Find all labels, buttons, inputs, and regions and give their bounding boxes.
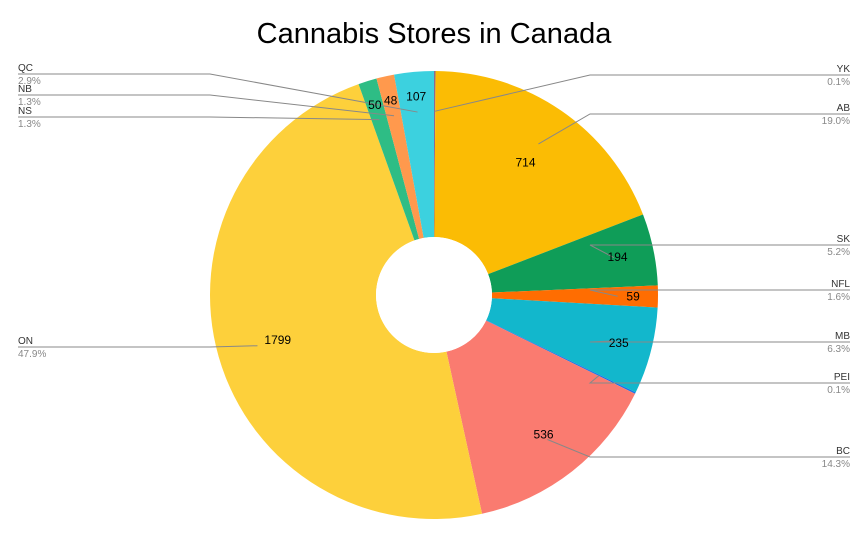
legend-name-mb: MB bbox=[835, 331, 850, 342]
legend-percent-yk: 0.1% bbox=[827, 77, 850, 88]
value-label-on: 1799 bbox=[264, 333, 291, 347]
value-label-mb: 235 bbox=[609, 336, 629, 350]
legend-name-nb: NB bbox=[18, 84, 32, 95]
slice-ns bbox=[358, 78, 420, 241]
legend-percent-sk: 5.2% bbox=[827, 247, 850, 258]
leader-on bbox=[18, 345, 258, 348]
legend-percent-bc: 14.3% bbox=[822, 459, 850, 470]
legend-name-bc: BC bbox=[836, 446, 850, 457]
leader-bc bbox=[547, 439, 850, 458]
legend-labels: YK 0.1% AB 19.0% SK 5.2% NFL 1.6% MB 6.3% PEI 0.1% B… bbox=[18, 63, 850, 470]
legend-percent-qc: 2.9% bbox=[18, 76, 41, 87]
legend-percent-ns: 1.3% bbox=[18, 119, 41, 130]
leader-qc bbox=[18, 73, 418, 113]
slice-value-labels: 714 194 59 235 536 1799 50 48 107 bbox=[264, 90, 640, 442]
leader-ns bbox=[18, 116, 380, 121]
leader-yk bbox=[434, 74, 850, 112]
value-label-nb: 48 bbox=[384, 94, 398, 108]
legend-percent-pei: 0.1% bbox=[827, 385, 850, 396]
leader-nb bbox=[18, 94, 395, 117]
legend-percent-ab: 19.0% bbox=[822, 116, 850, 127]
slice-nfl bbox=[491, 285, 658, 308]
legend-name-on: ON bbox=[18, 336, 33, 347]
legend-name-ab: AB bbox=[837, 103, 851, 114]
slice-ab bbox=[434, 71, 644, 275]
leader-lines bbox=[18, 73, 850, 458]
donut-hole bbox=[376, 237, 492, 353]
legend-percent-nfl: 1.6% bbox=[827, 292, 850, 303]
slice-qc bbox=[394, 71, 434, 238]
slice-sk bbox=[488, 214, 658, 293]
value-label-qc: 107 bbox=[406, 90, 426, 104]
legend-name-ns: NS bbox=[18, 106, 32, 117]
leader-pei bbox=[588, 375, 850, 384]
legend-name-yk: YK bbox=[837, 64, 851, 75]
value-label-ab: 714 bbox=[515, 156, 535, 170]
slice-pei bbox=[486, 320, 636, 394]
leader-sk bbox=[589, 244, 850, 259]
value-label-sk: 194 bbox=[608, 250, 628, 264]
slice-mb bbox=[486, 298, 658, 393]
value-label-nfl: 59 bbox=[626, 289, 640, 303]
slice-yk bbox=[434, 71, 436, 238]
legend-name-nfl: NFL bbox=[831, 279, 850, 290]
leader-ab bbox=[538, 113, 850, 145]
legend-name-pei: PEI bbox=[834, 372, 850, 383]
legend-name-sk: SK bbox=[837, 234, 851, 245]
leader-mb bbox=[589, 340, 850, 343]
legend-percent-on: 47.9% bbox=[18, 349, 46, 360]
slice-on bbox=[209, 84, 483, 520]
slice-bc bbox=[446, 320, 636, 514]
slice-nb bbox=[376, 74, 424, 239]
pie-slices bbox=[209, 71, 658, 520]
chart-title: Cannabis Stores in Canada bbox=[256, 18, 612, 50]
legend-name-qc: QC bbox=[18, 63, 33, 74]
legend-percent-nb: 1.3% bbox=[18, 97, 41, 108]
leader-nfl bbox=[589, 289, 850, 297]
value-label-ns: 50 bbox=[368, 98, 382, 112]
legend-percent-mb: 6.3% bbox=[827, 344, 850, 355]
value-label-bc: 536 bbox=[534, 428, 554, 442]
